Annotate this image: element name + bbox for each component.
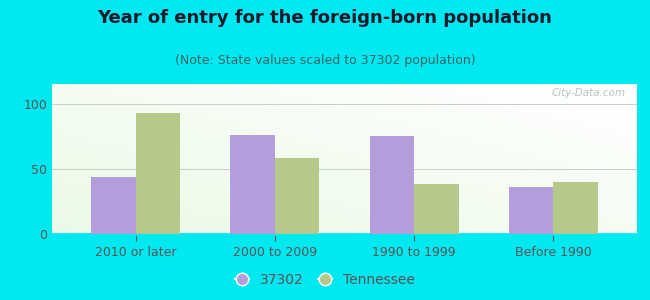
Bar — [91, 177, 136, 234]
Bar — [414, 184, 459, 234]
Bar — [230, 135, 275, 234]
Bar — [370, 136, 414, 234]
Bar — [553, 182, 598, 234]
Text: Year of entry for the foreign-born population: Year of entry for the foreign-born popul… — [98, 9, 552, 27]
Text: City-Data.com: City-Data.com — [551, 88, 625, 98]
Bar — [136, 113, 180, 234]
Bar — [275, 158, 319, 234]
Bar — [509, 187, 553, 234]
Text: (Note: State values scaled to 37302 population): (Note: State values scaled to 37302 popu… — [175, 54, 475, 67]
Legend: 37302, Tennessee: 37302, Tennessee — [233, 271, 417, 290]
